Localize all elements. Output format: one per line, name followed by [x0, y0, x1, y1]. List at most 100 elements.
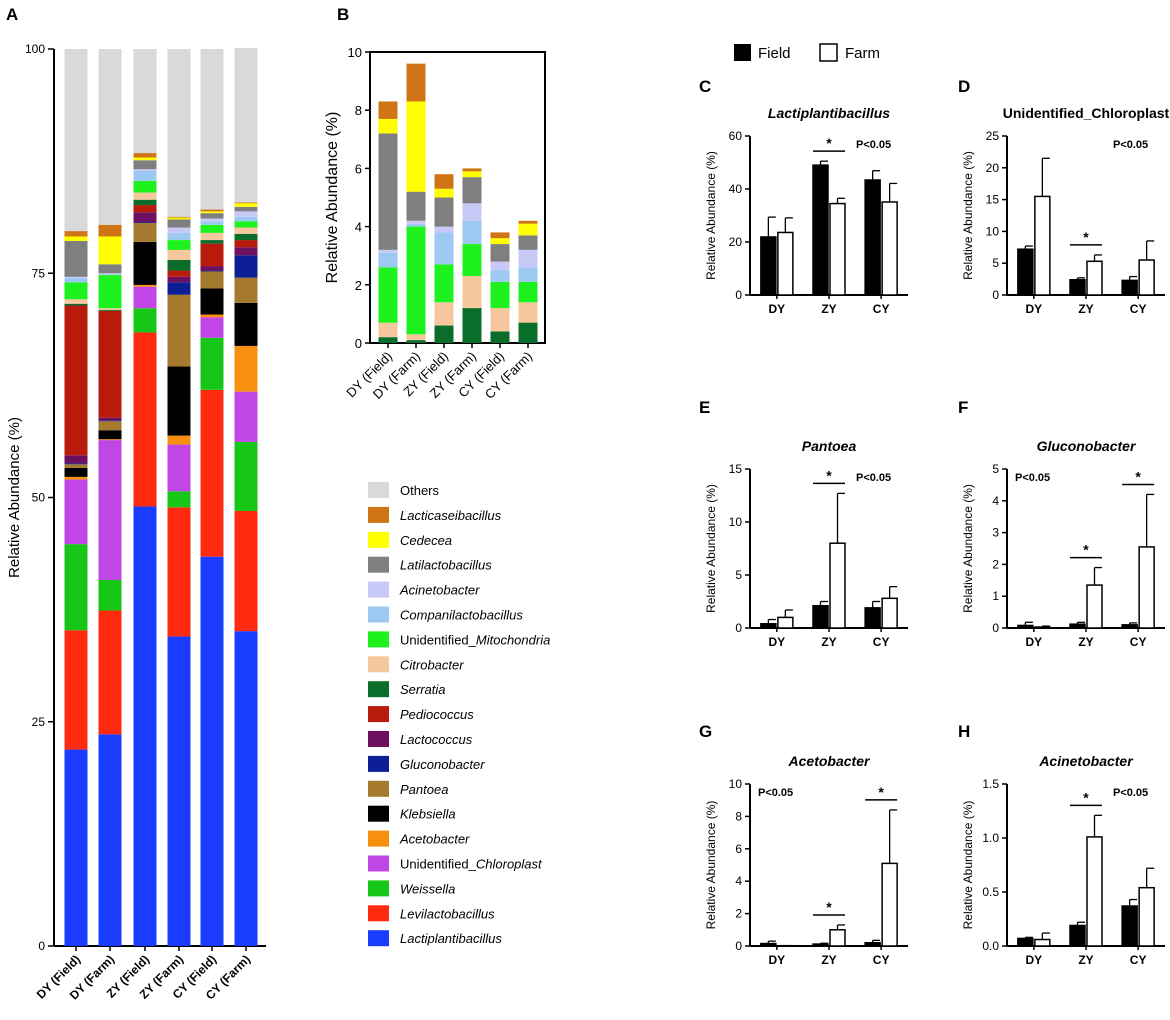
a-bar-segment [200, 271, 224, 289]
a-bar-segment [167, 270, 191, 277]
panel-g: G Acetobacter 0 2 4 6 8 10 Relative Abundance (%… [699, 722, 908, 967]
h-farm-bar [1086, 836, 1103, 947]
a-bar-segment [234, 247, 258, 256]
legend-label-part: Acetobacter [399, 832, 470, 847]
h-title: Acinetobacter [1038, 753, 1134, 769]
e-y-tick-label: 0 [735, 621, 742, 635]
c-x-tick-label: ZY [821, 302, 836, 316]
g-field-bar [864, 942, 881, 947]
a-bar-segment [200, 213, 224, 219]
d-y-tick-label: 15 [986, 193, 1000, 207]
a-bar-segment [64, 49, 88, 232]
a-bar-segment [200, 209, 224, 212]
b-bar-segment [378, 322, 398, 338]
a-bar-segment [98, 439, 122, 441]
a-bar-segment [133, 284, 157, 287]
f-y-tick-label: 4 [992, 494, 999, 508]
b-bar-segment [406, 340, 426, 343]
a-bar-segment [234, 631, 258, 946]
a-bar-segment [234, 206, 258, 212]
a-bar-segment [200, 556, 224, 946]
b-bar-segment [518, 322, 538, 343]
e-farm-bar [881, 597, 898, 629]
a-bar-segment [234, 203, 258, 207]
b-bar-segment [490, 261, 510, 271]
legend-label-part: Acinetobacter [399, 583, 480, 598]
a-bar-segment [200, 317, 224, 338]
b-bar-segment [490, 308, 510, 332]
legend-label: Serratia [400, 682, 446, 697]
a-bar-segment [167, 636, 191, 946]
a-bar-segment [64, 305, 88, 456]
d-field-bar [1121, 279, 1138, 296]
b-bar-segment [378, 267, 398, 323]
b-bar-segment [490, 270, 510, 282]
b-bar-segment [406, 63, 426, 102]
legend-swatch [368, 656, 389, 673]
legend-swatch [368, 556, 389, 573]
b-bar-segment [434, 226, 454, 233]
legend-label-part: Unidentified_ [400, 632, 477, 647]
f-field-bar [1017, 624, 1034, 629]
b-bar-segment [406, 334, 426, 341]
a-bar-segment [98, 264, 122, 274]
b-bar-segment [462, 244, 482, 277]
panel-h: H Acinetobacter 0.0 0.5 1.0 1.5 Relative Abund… [958, 722, 1165, 967]
h-farm-bar [1138, 886, 1155, 947]
b-bar-segment [434, 232, 454, 265]
a-bar-segment [200, 232, 224, 241]
d-x-tick-label: CY [1130, 302, 1147, 316]
legend-label: Companilactobacillus [400, 608, 523, 623]
a-bar-segment [200, 218, 224, 222]
a-bar-segment [234, 202, 258, 204]
legend-label: Pediococcus [400, 707, 474, 722]
legend-label: Citrobacter [400, 657, 464, 672]
g-y-tick-label: 0 [735, 939, 742, 953]
b-bar-segment [378, 118, 398, 134]
a-bar-segment [98, 420, 122, 422]
c-y-tick-label: 40 [729, 182, 743, 196]
legend-swatch [368, 706, 389, 723]
panel-letter-a: A [6, 5, 18, 24]
a-bar-segment [200, 240, 224, 244]
g-y-tick-label: 8 [735, 809, 742, 823]
legend-label: Unidentified_Chloroplast [400, 857, 543, 872]
legend-swatch [368, 606, 389, 623]
a-bar-segment [64, 276, 88, 278]
a-bar-segment [234, 255, 258, 278]
h-farm-bar [1034, 938, 1051, 947]
f-farm-bar [1138, 546, 1155, 629]
b-bar-segment [378, 252, 398, 268]
a-bar-segment [234, 302, 258, 346]
legend-swatch [368, 880, 389, 897]
g-x-tick-label: DY [769, 953, 786, 967]
a-bar-segment [98, 49, 122, 225]
a-bar-segment [167, 232, 191, 241]
f-significance-star: * [1083, 542, 1089, 558]
d-y-tick-label: 5 [992, 256, 999, 270]
b-y-tick-label: 4 [355, 220, 362, 235]
a-bar-segment [98, 580, 122, 611]
e-title: Pantoea [802, 438, 857, 454]
b-bar-segment [434, 302, 454, 326]
legend-swatch [368, 755, 389, 772]
legend-field-swatch [734, 44, 751, 61]
legend-swatch [368, 805, 389, 822]
legend-label-part: Citrobacter [400, 657, 464, 672]
legend-swatch [368, 531, 389, 548]
a-bar-segment [200, 270, 224, 272]
a-bar-segment [98, 224, 122, 237]
legend-label: Others [400, 483, 440, 498]
f-x-tick-label: ZY [1078, 635, 1093, 649]
a-bar-segment [167, 249, 191, 260]
h-x-tick-label: CY [1130, 953, 1147, 967]
a-bar-segment [98, 440, 122, 581]
c-farm-bar [777, 231, 794, 296]
a-bar-segment [167, 227, 191, 233]
a-bar-segment [64, 476, 88, 480]
a-bar-segment [234, 221, 258, 228]
legend-label: Lactiplantibacillus [400, 931, 502, 946]
f-title: Gluconobacter [1037, 438, 1137, 454]
panel-e: E Pantoea 0 5 10 15 Relative Abundance (%) DY ZY… [699, 398, 908, 649]
